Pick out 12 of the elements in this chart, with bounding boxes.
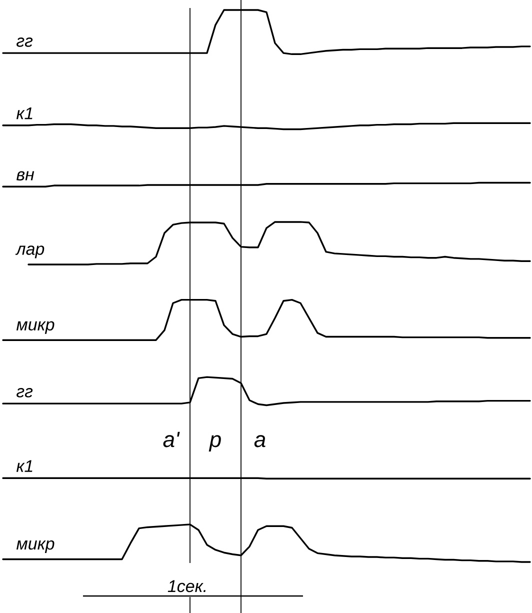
annotation: а xyxy=(254,435,266,448)
series-label: гг xyxy=(16,38,33,47)
series-label: микр xyxy=(16,321,54,334)
series-label: лар xyxy=(15,246,44,258)
series-label: к1 xyxy=(16,460,32,472)
annotation: р xyxy=(208,435,221,452)
annotation: а' xyxy=(163,432,180,448)
series-label: гг xyxy=(16,388,33,398)
text: 1сек. xyxy=(168,580,206,592)
series-label: микр xyxy=(16,540,54,554)
series-label: к1 xyxy=(16,107,32,120)
series-label: вн xyxy=(16,171,34,180)
